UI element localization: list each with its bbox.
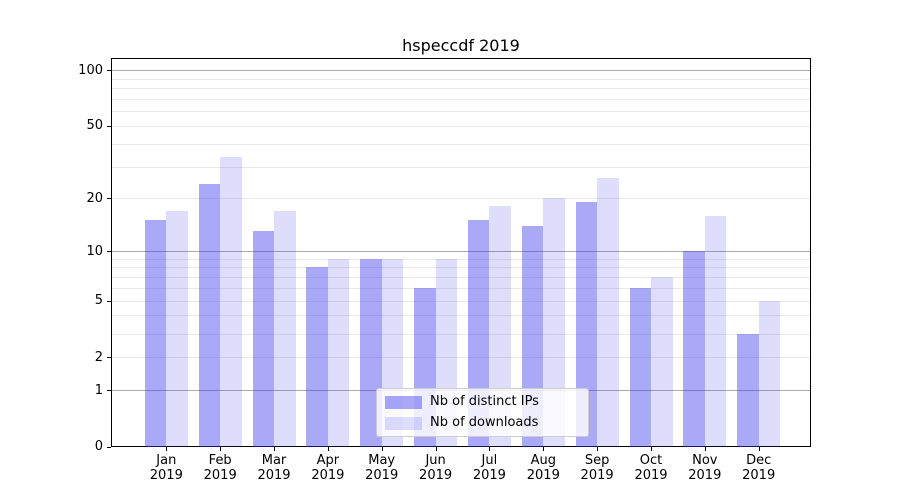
y-tick-label-2: 2 — [94, 349, 103, 365]
legend-item-distinct-ips: Nb of distinct IPs — [385, 394, 580, 410]
x-tick-label-jan: Jan 2019 — [149, 453, 183, 483]
x-tick-label-dec: Dec 2019 — [742, 453, 776, 483]
legend: Nb of distinct IPs Nb of downloads — [376, 388, 589, 437]
bar-mar-downloads — [274, 210, 296, 447]
bar-dec-downloads — [758, 300, 781, 447]
x-tick-feb — [220, 447, 222, 451]
gridline-5 — [112, 300, 810, 302]
y-tick-label-20: 20 — [86, 190, 103, 206]
x-tick-label-aug: Aug 2019 — [526, 453, 560, 483]
gridline-60 — [112, 111, 810, 113]
y-tick-label-5: 5 — [94, 293, 103, 308]
gridline-4 — [112, 315, 810, 317]
gridline-70 — [112, 98, 810, 100]
chart-title: hspeccdf 2019 — [402, 36, 520, 55]
x-tick-label-mar: Mar 2019 — [257, 453, 291, 483]
y-tick-label-50: 50 — [86, 118, 103, 134]
bar-mar-distinct-ips — [252, 231, 274, 447]
bar-dec-distinct-ips — [737, 333, 759, 447]
gridline-100 — [112, 70, 810, 72]
y-tick-label-100: 100 — [78, 62, 103, 78]
legend-swatch-downloads — [385, 416, 422, 430]
gridline-50 — [112, 125, 810, 127]
gridline-6 — [112, 287, 810, 289]
bar-apr-downloads — [327, 258, 350, 447]
legend-item-downloads: Nb of downloads — [385, 415, 580, 431]
gridline-9 — [112, 258, 810, 260]
x-tick-sep — [597, 447, 599, 451]
bar-nov-distinct-ips — [683, 251, 705, 447]
x-tick-dec — [758, 447, 760, 451]
legend-swatch-distinct-ips — [385, 395, 422, 409]
bar-sep-distinct-ips — [575, 202, 598, 447]
bar-sep-downloads — [597, 177, 619, 447]
y-tick-label-0: 0 — [94, 439, 103, 455]
y-tick-2 — [107, 357, 111, 358]
y-tick-50 — [107, 125, 111, 127]
bar-feb-distinct-ips — [198, 184, 221, 447]
x-tick-jul — [489, 447, 491, 451]
gridline-3 — [112, 333, 810, 335]
x-tick-label-may: May 2019 — [365, 453, 399, 483]
gridline-2 — [112, 357, 810, 358]
x-tick-label-jul: Jul 2019 — [472, 453, 506, 483]
bar-jul-downloads — [489, 206, 511, 447]
x-tick-jan — [166, 447, 168, 451]
y-tick-0 — [107, 446, 111, 448]
gridline-8 — [112, 267, 810, 269]
bar-aug-downloads — [543, 198, 565, 447]
y-tick-label-1: 1 — [94, 382, 103, 398]
x-tick-apr — [327, 447, 329, 451]
gridline-20 — [112, 198, 810, 200]
x-tick-label-nov: Nov 2019 — [688, 453, 722, 483]
y-tick-20 — [107, 198, 111, 200]
x-tick-label-feb: Feb 2019 — [203, 453, 237, 483]
x-tick-nov — [704, 447, 706, 451]
legend-label-distinct-ips: Nb of distinct IPs — [430, 394, 539, 409]
x-tick-label-apr: Apr 2019 — [311, 453, 345, 483]
gridline-40 — [112, 143, 810, 145]
x-tick-oct — [651, 447, 652, 451]
y-tick-100 — [107, 70, 111, 72]
y-tick-10 — [107, 251, 111, 252]
x-tick-jun — [435, 447, 437, 451]
gridline-30 — [112, 166, 810, 168]
bar-apr-distinct-ips — [306, 267, 328, 447]
bar-oct-downloads — [651, 277, 673, 447]
bar-feb-downloads — [220, 156, 242, 447]
y-tick-1 — [107, 390, 111, 392]
bar-nov-downloads — [704, 215, 727, 447]
gridline-80 — [112, 88, 810, 90]
x-tick-label-sep: Sep 2019 — [580, 453, 614, 483]
x-tick-label-oct: Oct 2019 — [634, 453, 668, 483]
x-tick-may — [381, 447, 383, 451]
y-tick-label-10: 10 — [86, 243, 103, 259]
bar-jan-distinct-ips — [144, 220, 167, 447]
y-tick-5 — [107, 300, 111, 302]
legend-label-downloads: Nb of downloads — [430, 415, 539, 430]
gridline-10 — [112, 251, 810, 252]
bar-jan-downloads — [166, 210, 188, 447]
gridline-7 — [112, 277, 810, 278]
x-tick-aug — [543, 447, 545, 451]
x-tick-label-jun: Jun 2019 — [419, 453, 453, 483]
bar-oct-distinct-ips — [629, 287, 651, 447]
x-tick-mar — [274, 447, 275, 451]
gridline-90 — [112, 78, 810, 80]
plot-area — [111, 58, 811, 447]
